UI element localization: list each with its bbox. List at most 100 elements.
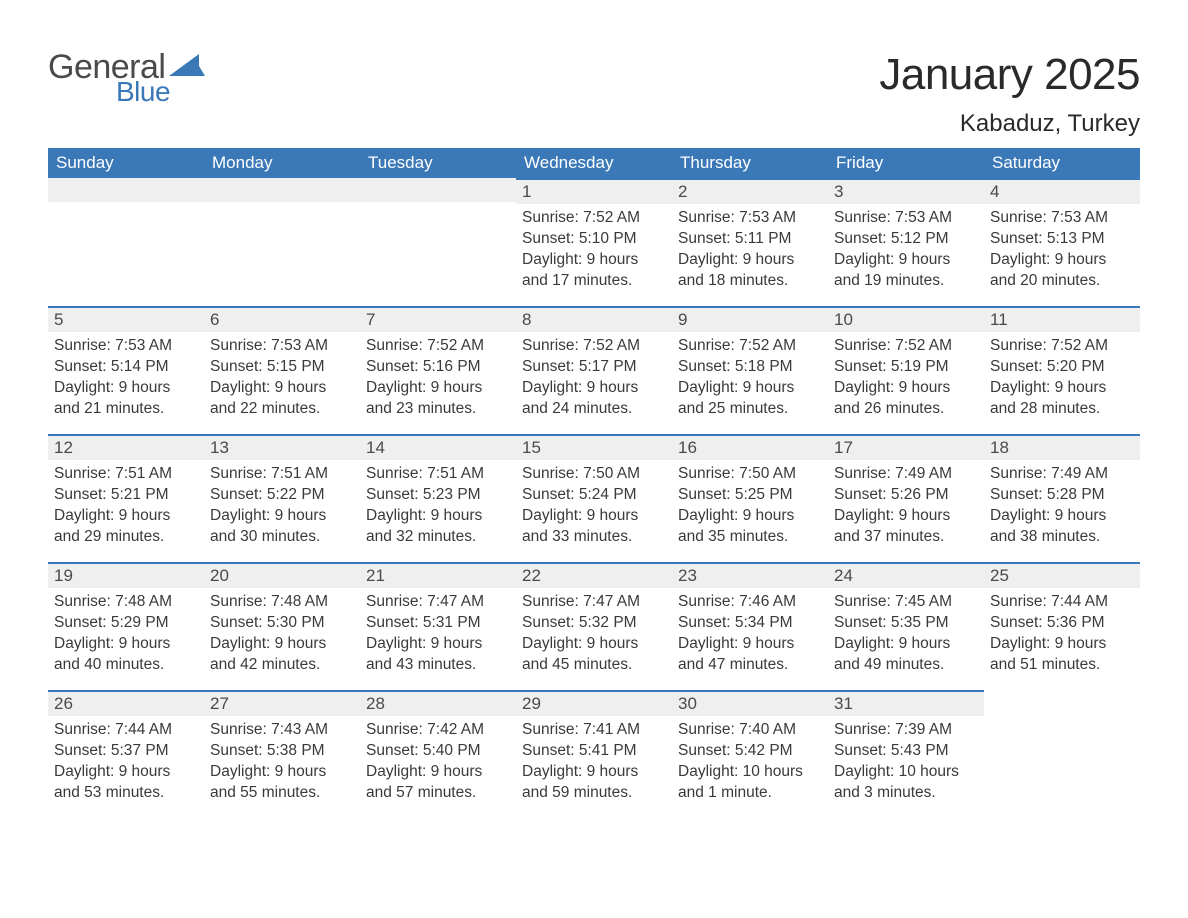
day-details: Sunrise: 7:41 AMSunset: 5:41 PMDaylight:… xyxy=(516,716,672,810)
daylight-line: Daylight: 9 hours and 42 minutes. xyxy=(210,634,354,676)
daylight-line: Daylight: 9 hours and 40 minutes. xyxy=(54,634,198,676)
sunset-line: Sunset: 5:30 PM xyxy=(210,613,354,634)
day-number: 7 xyxy=(360,306,516,332)
calendar-week-row: 5Sunrise: 7:53 AMSunset: 5:14 PMDaylight… xyxy=(48,306,1140,434)
calendar-table: SundayMondayTuesdayWednesdayThursdayFrid… xyxy=(48,148,1140,818)
sunset-line: Sunset: 5:26 PM xyxy=(834,485,978,506)
sunrise-line: Sunrise: 7:48 AM xyxy=(54,592,198,613)
daylight-line: Daylight: 9 hours and 22 minutes. xyxy=(210,378,354,420)
sunrise-line: Sunrise: 7:40 AM xyxy=(678,720,822,741)
sunset-line: Sunset: 5:16 PM xyxy=(366,357,510,378)
sunrise-line: Sunrise: 7:39 AM xyxy=(834,720,978,741)
day-number: 12 xyxy=(48,434,204,460)
day-number: 16 xyxy=(672,434,828,460)
day-details: Sunrise: 7:51 AMSunset: 5:23 PMDaylight:… xyxy=(360,460,516,554)
calendar-day-cell: 20Sunrise: 7:48 AMSunset: 5:30 PMDayligh… xyxy=(204,562,360,690)
sunset-line: Sunset: 5:25 PM xyxy=(678,485,822,506)
weekday-header: Thursday xyxy=(672,148,828,178)
daylight-line: Daylight: 9 hours and 30 minutes. xyxy=(210,506,354,548)
calendar-empty-cell xyxy=(360,178,516,306)
day-details: Sunrise: 7:53 AMSunset: 5:13 PMDaylight:… xyxy=(984,204,1140,298)
day-number: 30 xyxy=(672,690,828,716)
day-number: 8 xyxy=(516,306,672,332)
day-details: Sunrise: 7:40 AMSunset: 5:42 PMDaylight:… xyxy=(672,716,828,810)
daylight-line: Daylight: 9 hours and 20 minutes. xyxy=(990,250,1134,292)
daylight-line: Daylight: 10 hours and 1 minute. xyxy=(678,762,822,804)
day-number: 22 xyxy=(516,562,672,588)
calendar-day-cell: 3Sunrise: 7:53 AMSunset: 5:12 PMDaylight… xyxy=(828,178,984,306)
sunset-line: Sunset: 5:18 PM xyxy=(678,357,822,378)
day-number: 14 xyxy=(360,434,516,460)
daylight-line: Daylight: 9 hours and 55 minutes. xyxy=(210,762,354,804)
day-number: 11 xyxy=(984,306,1140,332)
daylight-line: Daylight: 9 hours and 28 minutes. xyxy=(990,378,1134,420)
brand-word-blue: Blue xyxy=(116,78,205,106)
calendar-day-cell: 26Sunrise: 7:44 AMSunset: 5:37 PMDayligh… xyxy=(48,690,204,818)
weekday-header: Sunday xyxy=(48,148,204,178)
sunset-line: Sunset: 5:23 PM xyxy=(366,485,510,506)
daylight-line: Daylight: 9 hours and 18 minutes. xyxy=(678,250,822,292)
sunrise-line: Sunrise: 7:53 AM xyxy=(990,208,1134,229)
daylight-line: Daylight: 9 hours and 17 minutes. xyxy=(522,250,666,292)
weekday-header-row: SundayMondayTuesdayWednesdayThursdayFrid… xyxy=(48,148,1140,178)
sunrise-line: Sunrise: 7:51 AM xyxy=(210,464,354,485)
daylight-line: Daylight: 9 hours and 59 minutes. xyxy=(522,762,666,804)
sunrise-line: Sunrise: 7:43 AM xyxy=(210,720,354,741)
day-number: 21 xyxy=(360,562,516,588)
calendar-day-cell: 11Sunrise: 7:52 AMSunset: 5:20 PMDayligh… xyxy=(984,306,1140,434)
daylight-line: Daylight: 10 hours and 3 minutes. xyxy=(834,762,978,804)
day-details: Sunrise: 7:49 AMSunset: 5:28 PMDaylight:… xyxy=(984,460,1140,554)
day-details: Sunrise: 7:44 AMSunset: 5:36 PMDaylight:… xyxy=(984,588,1140,682)
daylight-line: Daylight: 9 hours and 53 minutes. xyxy=(54,762,198,804)
daylight-line: Daylight: 9 hours and 26 minutes. xyxy=(834,378,978,420)
sunset-line: Sunset: 5:11 PM xyxy=(678,229,822,250)
day-details: Sunrise: 7:48 AMSunset: 5:30 PMDaylight:… xyxy=(204,588,360,682)
day-details: Sunrise: 7:50 AMSunset: 5:24 PMDaylight:… xyxy=(516,460,672,554)
day-number: 6 xyxy=(204,306,360,332)
calendar-day-cell: 27Sunrise: 7:43 AMSunset: 5:38 PMDayligh… xyxy=(204,690,360,818)
sunrise-line: Sunrise: 7:51 AM xyxy=(54,464,198,485)
day-number: 25 xyxy=(984,562,1140,588)
sunset-line: Sunset: 5:10 PM xyxy=(522,229,666,250)
sunrise-line: Sunrise: 7:47 AM xyxy=(522,592,666,613)
sunset-line: Sunset: 5:28 PM xyxy=(990,485,1134,506)
sunrise-line: Sunrise: 7:44 AM xyxy=(54,720,198,741)
calendar-day-cell: 15Sunrise: 7:50 AMSunset: 5:24 PMDayligh… xyxy=(516,434,672,562)
day-number: 10 xyxy=(828,306,984,332)
calendar-day-cell: 24Sunrise: 7:45 AMSunset: 5:35 PMDayligh… xyxy=(828,562,984,690)
calendar-empty-cell xyxy=(48,178,204,306)
calendar-day-cell: 8Sunrise: 7:52 AMSunset: 5:17 PMDaylight… xyxy=(516,306,672,434)
sunrise-line: Sunrise: 7:45 AM xyxy=(834,592,978,613)
sunrise-line: Sunrise: 7:50 AM xyxy=(678,464,822,485)
sunrise-line: Sunrise: 7:44 AM xyxy=(990,592,1134,613)
day-details: Sunrise: 7:51 AMSunset: 5:21 PMDaylight:… xyxy=(48,460,204,554)
calendar-week-row: 26Sunrise: 7:44 AMSunset: 5:37 PMDayligh… xyxy=(48,690,1140,818)
calendar-day-cell: 7Sunrise: 7:52 AMSunset: 5:16 PMDaylight… xyxy=(360,306,516,434)
day-details: Sunrise: 7:45 AMSunset: 5:35 PMDaylight:… xyxy=(828,588,984,682)
sunrise-line: Sunrise: 7:51 AM xyxy=(366,464,510,485)
sunset-line: Sunset: 5:41 PM xyxy=(522,741,666,762)
day-details: Sunrise: 7:52 AMSunset: 5:17 PMDaylight:… xyxy=(516,332,672,426)
weekday-header: Saturday xyxy=(984,148,1140,178)
sunset-line: Sunset: 5:29 PM xyxy=(54,613,198,634)
location-subtitle: Kabaduz, Turkey xyxy=(879,110,1140,138)
day-number: 13 xyxy=(204,434,360,460)
day-number: 20 xyxy=(204,562,360,588)
daylight-line: Daylight: 9 hours and 33 minutes. xyxy=(522,506,666,548)
day-number: 5 xyxy=(48,306,204,332)
weekday-header: Friday xyxy=(828,148,984,178)
sunset-line: Sunset: 5:40 PM xyxy=(366,741,510,762)
day-details: Sunrise: 7:53 AMSunset: 5:14 PMDaylight:… xyxy=(48,332,204,426)
daylight-line: Daylight: 9 hours and 29 minutes. xyxy=(54,506,198,548)
sunset-line: Sunset: 5:43 PM xyxy=(834,741,978,762)
weekday-header: Monday xyxy=(204,148,360,178)
sunrise-line: Sunrise: 7:41 AM xyxy=(522,720,666,741)
sunset-line: Sunset: 5:15 PM xyxy=(210,357,354,378)
sunrise-line: Sunrise: 7:46 AM xyxy=(678,592,822,613)
day-details: Sunrise: 7:48 AMSunset: 5:29 PMDaylight:… xyxy=(48,588,204,682)
calendar-week-row: 12Sunrise: 7:51 AMSunset: 5:21 PMDayligh… xyxy=(48,434,1140,562)
daylight-line: Daylight: 9 hours and 38 minutes. xyxy=(990,506,1134,548)
calendar-day-cell: 1Sunrise: 7:52 AMSunset: 5:10 PMDaylight… xyxy=(516,178,672,306)
brand-logo: General Blue xyxy=(48,50,205,106)
sunset-line: Sunset: 5:12 PM xyxy=(834,229,978,250)
